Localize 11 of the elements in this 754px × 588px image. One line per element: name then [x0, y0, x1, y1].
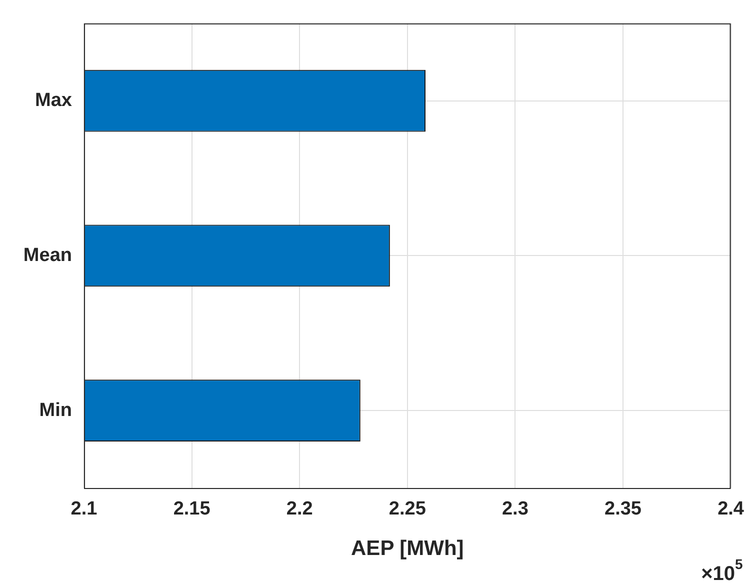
x-tick-label: 2.2: [286, 498, 313, 520]
x-tick-label: 2.25: [388, 498, 426, 520]
x-tick-label: 2.4: [718, 498, 744, 520]
y-tick-label: Min: [39, 400, 72, 421]
y-tick-label: Max: [35, 90, 72, 112]
x-tick-label: 2.35: [604, 498, 642, 520]
x-tick-label: 2.15: [173, 498, 211, 520]
x-tick-label: 2.3: [502, 498, 528, 520]
x-axis-title: AEP [MWh]: [351, 537, 464, 560]
y-tick-label: Mean: [23, 244, 72, 266]
x-tick-label: 2.1: [70, 498, 98, 520]
